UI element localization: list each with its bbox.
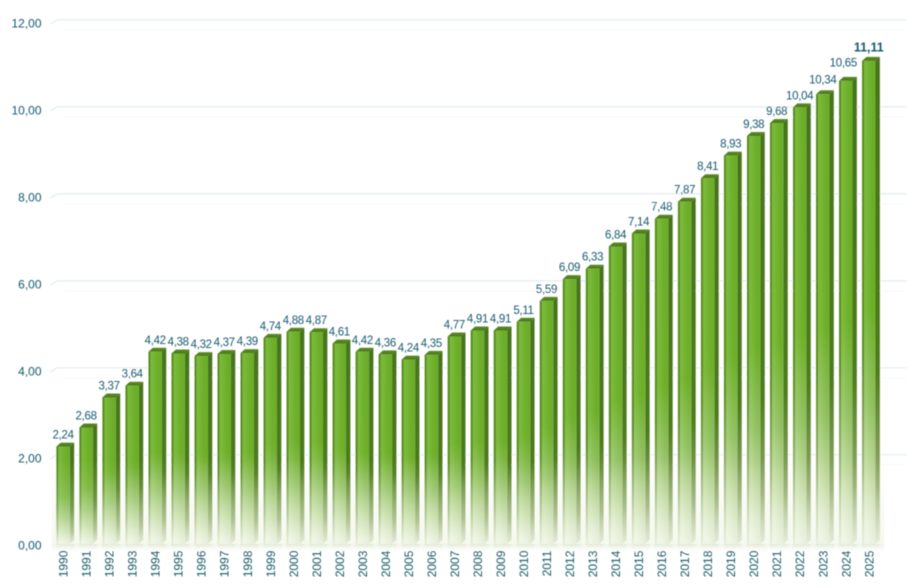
svg-text:2013: 2013 <box>586 550 600 577</box>
svg-text:2017: 2017 <box>678 550 692 577</box>
svg-text:1994: 1994 <box>149 550 163 577</box>
svg-text:1991: 1991 <box>80 550 94 577</box>
svg-text:4,77: 4,77 <box>444 320 465 332</box>
svg-text:6,33: 6,33 <box>582 252 603 264</box>
svg-text:2,24: 2,24 <box>53 430 75 442</box>
svg-text:6,00: 6,00 <box>18 278 42 292</box>
svg-text:8,41: 8,41 <box>697 161 718 173</box>
svg-text:4,36: 4,36 <box>375 337 396 349</box>
svg-text:1996: 1996 <box>195 550 209 577</box>
svg-text:4,00: 4,00 <box>18 365 42 379</box>
svg-text:8,00: 8,00 <box>18 191 42 205</box>
svg-text:2018: 2018 <box>701 550 715 577</box>
svg-text:4,74: 4,74 <box>260 321 282 333</box>
svg-text:11,11: 11,11 <box>854 40 884 54</box>
svg-text:7,48: 7,48 <box>651 202 672 214</box>
svg-text:2007: 2007 <box>448 550 462 577</box>
svg-text:4,37: 4,37 <box>214 337 235 349</box>
svg-text:4,24: 4,24 <box>398 343 420 355</box>
svg-text:2022: 2022 <box>793 550 807 577</box>
svg-text:2024: 2024 <box>839 550 853 577</box>
svg-text:10,04: 10,04 <box>786 90 814 102</box>
svg-text:2019: 2019 <box>724 550 738 577</box>
svg-text:2003: 2003 <box>356 550 370 577</box>
svg-text:9,38: 9,38 <box>743 119 764 131</box>
svg-text:1990: 1990 <box>57 550 71 577</box>
svg-text:4,91: 4,91 <box>490 314 511 326</box>
svg-text:2023: 2023 <box>816 550 830 577</box>
svg-text:2001: 2001 <box>310 550 324 577</box>
svg-text:2004: 2004 <box>379 550 393 577</box>
svg-text:5,11: 5,11 <box>513 305 533 317</box>
svg-text:2000: 2000 <box>287 550 301 577</box>
svg-text:4,61: 4,61 <box>329 327 350 339</box>
svg-text:2021: 2021 <box>770 550 784 577</box>
svg-text:2005: 2005 <box>402 550 416 577</box>
svg-text:3,37: 3,37 <box>99 380 120 392</box>
svg-text:1998: 1998 <box>241 550 255 577</box>
svg-text:2011: 2011 <box>540 550 554 576</box>
svg-text:4,38: 4,38 <box>168 337 189 349</box>
svg-text:2010: 2010 <box>517 550 531 577</box>
svg-text:10,65: 10,65 <box>830 57 857 69</box>
svg-text:2025: 2025 <box>862 550 876 577</box>
svg-text:0,00: 0,00 <box>18 539 42 553</box>
svg-text:4,35: 4,35 <box>421 338 442 350</box>
svg-text:1997: 1997 <box>218 550 232 577</box>
svg-text:1995: 1995 <box>172 550 186 577</box>
svg-text:7,87: 7,87 <box>674 185 695 197</box>
svg-text:2009: 2009 <box>494 550 508 577</box>
svg-text:5,59: 5,59 <box>536 284 557 296</box>
svg-text:2002: 2002 <box>333 550 347 577</box>
svg-text:2006: 2006 <box>425 550 439 577</box>
svg-text:4,39: 4,39 <box>237 336 258 348</box>
svg-text:1992: 1992 <box>103 550 117 577</box>
svg-text:2008: 2008 <box>471 550 485 577</box>
svg-text:10,34: 10,34 <box>809 74 837 86</box>
svg-text:4,32: 4,32 <box>191 339 212 351</box>
svg-text:1993: 1993 <box>126 550 140 577</box>
svg-text:7,14: 7,14 <box>628 217 650 229</box>
svg-text:2020: 2020 <box>747 550 761 577</box>
svg-text:12,00: 12,00 <box>11 17 41 31</box>
svg-text:9,68: 9,68 <box>766 106 787 118</box>
svg-text:4,87: 4,87 <box>306 315 327 327</box>
svg-text:4,91: 4,91 <box>467 314 488 326</box>
svg-text:2,00: 2,00 <box>18 452 42 466</box>
svg-text:2016: 2016 <box>655 550 669 577</box>
svg-text:2,68: 2,68 <box>76 410 97 422</box>
svg-text:6,84: 6,84 <box>605 230 627 242</box>
svg-text:8,93: 8,93 <box>720 139 741 151</box>
svg-text:1999: 1999 <box>264 550 278 577</box>
svg-text:4,88: 4,88 <box>283 315 304 327</box>
svg-text:2015: 2015 <box>632 550 646 577</box>
svg-text:4,42: 4,42 <box>352 335 373 347</box>
svg-text:2014: 2014 <box>609 550 623 577</box>
svg-text:3,64: 3,64 <box>122 369 144 381</box>
svg-text:2012: 2012 <box>563 550 577 577</box>
svg-text:6,09: 6,09 <box>559 262 580 274</box>
svg-text:10,00: 10,00 <box>11 104 41 118</box>
svg-text:4,42: 4,42 <box>145 335 166 347</box>
